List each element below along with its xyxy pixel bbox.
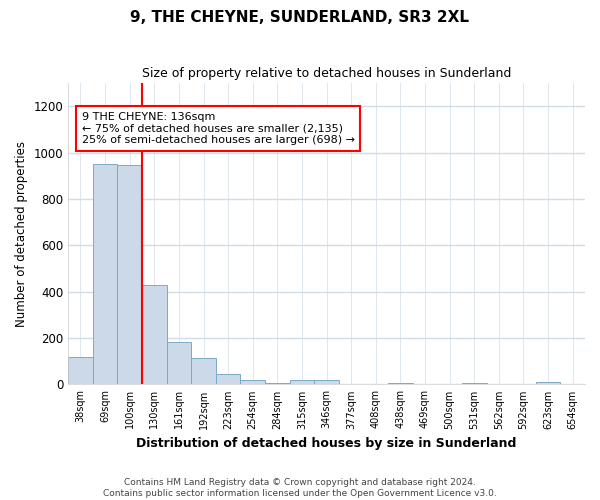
Text: 9 THE CHEYNE: 136sqm
← 75% of detached houses are smaller (2,135)
25% of semi-de: 9 THE CHEYNE: 136sqm ← 75% of detached h… <box>82 112 355 145</box>
Bar <box>167 342 191 384</box>
Bar <box>536 382 560 384</box>
Bar <box>93 164 118 384</box>
Title: Size of property relative to detached houses in Sunderland: Size of property relative to detached ho… <box>142 68 511 80</box>
Text: Contains HM Land Registry data © Crown copyright and database right 2024.
Contai: Contains HM Land Registry data © Crown c… <box>103 478 497 498</box>
Bar <box>142 285 167 384</box>
X-axis label: Distribution of detached houses by size in Sunderland: Distribution of detached houses by size … <box>136 437 517 450</box>
Bar <box>118 164 142 384</box>
Bar <box>191 358 216 384</box>
Bar <box>241 380 265 384</box>
Bar <box>290 380 314 384</box>
Text: 9, THE CHEYNE, SUNDERLAND, SR3 2XL: 9, THE CHEYNE, SUNDERLAND, SR3 2XL <box>131 10 470 25</box>
Bar <box>68 356 93 384</box>
Bar <box>216 374 241 384</box>
Y-axis label: Number of detached properties: Number of detached properties <box>15 140 28 326</box>
Bar <box>314 380 339 384</box>
